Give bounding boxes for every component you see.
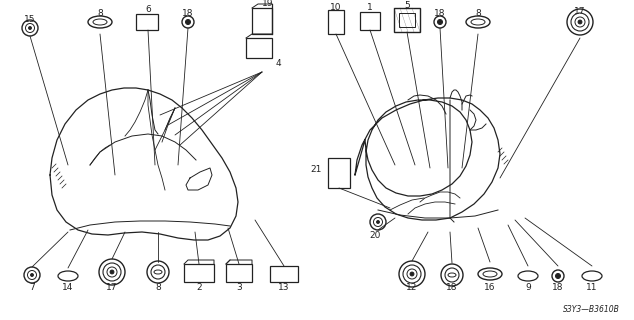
Bar xyxy=(360,12,380,30)
Text: 19: 19 xyxy=(262,0,274,9)
Text: 21: 21 xyxy=(311,165,322,174)
Bar xyxy=(252,8,272,34)
Bar xyxy=(184,264,214,282)
Bar xyxy=(136,14,158,30)
Text: 18: 18 xyxy=(182,9,194,18)
Text: 4: 4 xyxy=(275,60,281,68)
Text: 6: 6 xyxy=(145,5,151,14)
Circle shape xyxy=(377,220,380,223)
Text: 9: 9 xyxy=(525,284,531,292)
Text: 18: 18 xyxy=(552,284,564,292)
Text: 10: 10 xyxy=(330,3,342,12)
Text: 8: 8 xyxy=(475,9,481,18)
Text: S3Y3—B3610B: S3Y3—B3610B xyxy=(563,305,620,314)
Text: 13: 13 xyxy=(278,283,290,292)
Bar xyxy=(328,158,350,188)
Circle shape xyxy=(30,274,34,276)
Text: 14: 14 xyxy=(62,284,74,292)
Circle shape xyxy=(437,20,443,25)
Text: 17: 17 xyxy=(574,6,586,15)
Circle shape xyxy=(110,270,114,274)
Circle shape xyxy=(186,20,190,25)
Bar xyxy=(246,38,272,58)
Circle shape xyxy=(578,20,582,24)
Text: 7: 7 xyxy=(29,284,35,292)
Text: 20: 20 xyxy=(370,230,380,239)
Text: 11: 11 xyxy=(586,284,598,292)
Text: 17: 17 xyxy=(107,283,118,292)
Bar xyxy=(399,13,415,27)
Text: 15: 15 xyxy=(24,14,36,23)
Bar xyxy=(328,10,344,34)
Text: 18: 18 xyxy=(434,9,446,18)
Text: 3: 3 xyxy=(236,283,242,292)
Text: 2: 2 xyxy=(196,283,202,292)
Bar xyxy=(394,8,420,32)
Text: 16: 16 xyxy=(484,283,496,292)
Text: 5: 5 xyxy=(404,1,410,10)
Bar xyxy=(270,266,298,282)
Circle shape xyxy=(410,272,414,276)
Text: 1: 1 xyxy=(367,3,373,12)
Text: 8: 8 xyxy=(155,283,161,292)
Circle shape xyxy=(555,274,560,278)
Bar xyxy=(226,264,252,282)
Text: 8: 8 xyxy=(97,9,103,18)
Text: 12: 12 xyxy=(406,284,418,292)
Circle shape xyxy=(29,27,32,29)
Text: 18: 18 xyxy=(446,284,458,292)
